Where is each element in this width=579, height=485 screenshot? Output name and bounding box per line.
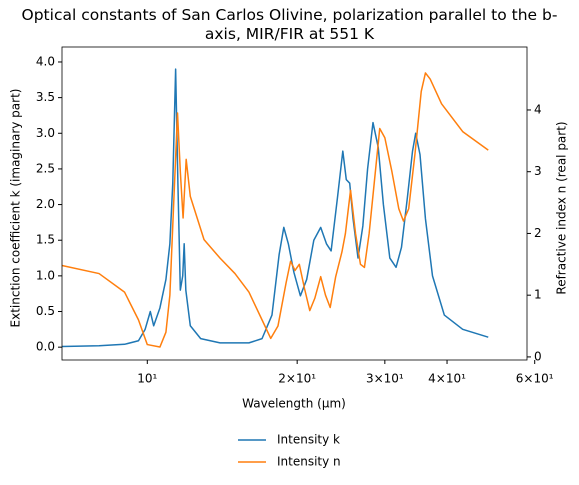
y-axis-label: Extinction coefficient k (imaginary part… — [9, 89, 23, 328]
y-tick-label: 1.0 — [36, 268, 55, 282]
x-tick-label: 3×10¹ — [366, 372, 404, 386]
y2-axis-label: Refractive index n (real part) — [555, 121, 569, 294]
data-line — [61, 72, 489, 348]
data-line — [61, 68, 489, 348]
y-tick-label: 3.0 — [36, 126, 55, 140]
legend-label: Intensity n — [277, 455, 341, 469]
y2-tick-label: 3 — [534, 164, 542, 178]
y-tick-label: 2.0 — [36, 197, 55, 211]
x-tick-label: 6×10¹ — [516, 372, 554, 386]
chart-title: Optical constants of San Carlos Olivine,… — [21, 6, 558, 43]
y-tick-label: 0.0 — [36, 340, 55, 354]
y2-tick-label: 4 — [534, 102, 542, 116]
x-tick-label: 2×10¹ — [278, 372, 316, 386]
y-tick-label: 4.0 — [36, 54, 55, 68]
y-tick-label: 2.5 — [36, 161, 55, 175]
legend-label: Intensity k — [277, 433, 340, 447]
y-tick-label: 0.5 — [36, 304, 55, 318]
y2-tick-label: 0 — [534, 349, 542, 363]
y2-tick-label: 1 — [534, 288, 542, 302]
plot-frame — [61, 46, 528, 361]
y-tick-label: 1.5 — [36, 233, 55, 247]
x-tick-label: 10¹ — [137, 372, 157, 386]
x-axis-label: Wavelength (μm) — [242, 397, 346, 411]
y-tick-label: 3.5 — [36, 90, 55, 104]
y2-tick-label: 2 — [534, 226, 542, 240]
x-tick-label: 4×10¹ — [428, 372, 466, 386]
